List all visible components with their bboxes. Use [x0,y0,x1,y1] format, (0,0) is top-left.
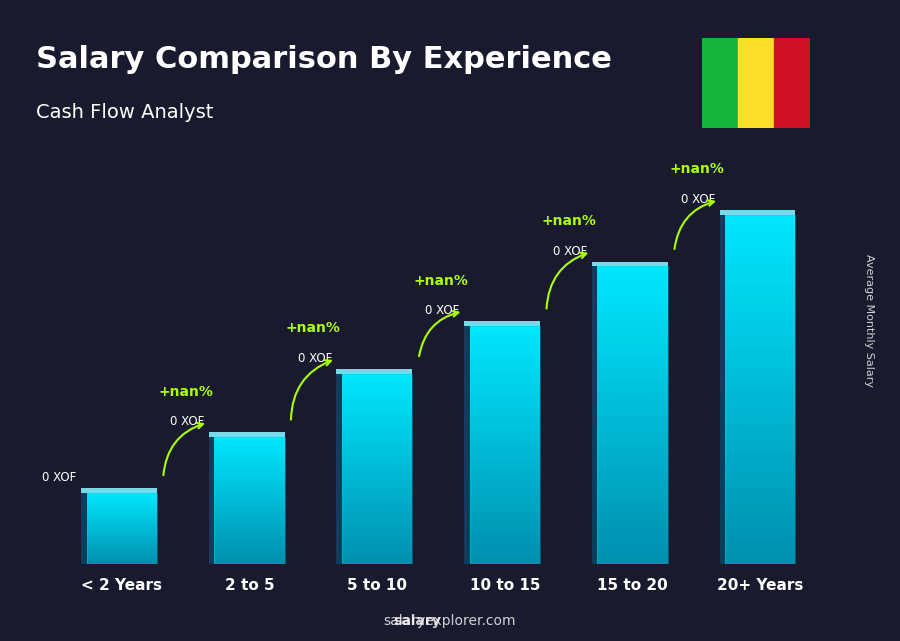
Text: 0 XOF: 0 XOF [170,415,204,428]
Text: +nan%: +nan% [286,321,341,335]
Text: +nan%: +nan% [158,385,213,399]
Text: +nan%: +nan% [669,162,724,176]
Text: salaryexplorer.com: salaryexplorer.com [383,614,517,628]
Text: +nan%: +nan% [541,214,596,228]
Bar [738,38,774,128]
Text: 0 XOF: 0 XOF [680,193,715,206]
Text: Salary Comparison By Experience: Salary Comparison By Experience [36,45,612,74]
Text: +nan%: +nan% [414,274,468,288]
Text: 0 XOF: 0 XOF [42,471,76,484]
Text: 0 XOF: 0 XOF [426,304,460,317]
Bar [774,38,810,128]
Bar [702,38,738,128]
Text: 0 XOF: 0 XOF [553,245,588,258]
Text: Average Monthly Salary: Average Monthly Salary [863,254,874,387]
Text: Cash Flow Analyst: Cash Flow Analyst [36,103,213,122]
Text: 0 XOF: 0 XOF [298,352,332,365]
Text: salary: salary [392,614,441,628]
